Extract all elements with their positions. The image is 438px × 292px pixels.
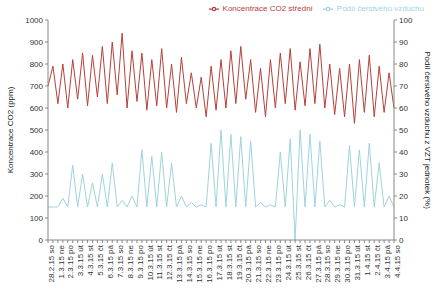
svg-text:100: 100 — [399, 16, 413, 25]
svg-text:20: 20 — [399, 192, 408, 201]
svg-text:600: 600 — [30, 104, 44, 113]
svg-text:22.3.15 ne: 22.3.15 ne — [264, 244, 273, 282]
svg-text:31.3.15 út: 31.3.15 út — [353, 244, 362, 280]
svg-text:27.3.15 pá: 27.3.15 pá — [314, 244, 323, 282]
svg-text:500: 500 — [30, 126, 44, 135]
svg-text:60: 60 — [399, 104, 408, 113]
svg-text:15.3.15 ne: 15.3.15 ne — [195, 244, 204, 282]
svg-text:Podíl čerstvého vzduchu z VZT: Podíl čerstvého vzduchu z VZT jednotek (… — [423, 51, 430, 209]
svg-text:Koncentrace CO2 (ppm): Koncentrace CO2 (ppm) — [8, 86, 15, 173]
svg-text:10: 10 — [399, 214, 408, 223]
svg-text:28.2.15 so: 28.2.15 so — [47, 244, 56, 282]
svg-text:800: 800 — [30, 60, 44, 69]
svg-text:14.3.15 so: 14.3.15 so — [185, 244, 194, 282]
svg-text:80: 80 — [399, 60, 408, 69]
svg-text:3.4.15 pá: 3.4.15 pá — [383, 244, 392, 278]
svg-text:24.3.15 út: 24.3.15 út — [284, 244, 293, 280]
svg-text:23.3.15 po: 23.3.15 po — [274, 244, 283, 282]
svg-text:900: 900 — [30, 38, 44, 47]
svg-text:0: 0 — [39, 236, 44, 245]
svg-text:30: 30 — [399, 170, 408, 179]
svg-text:7.3.15 so: 7.3.15 so — [116, 244, 125, 277]
svg-text:30.3.15 po: 30.3.15 po — [343, 244, 352, 282]
svg-text:2.4.15 čt: 2.4.15 čt — [373, 244, 382, 275]
svg-text:100: 100 — [30, 214, 44, 223]
svg-text:9.3.15 po: 9.3.15 po — [136, 244, 145, 278]
svg-text:11.3.15 st: 11.3.15 st — [155, 244, 164, 279]
svg-text:21.3.15 so: 21.3.15 so — [254, 244, 263, 282]
html-text:Koncentrace CO2 střední: Koncentrace CO2 střední — [222, 4, 313, 14]
svg-text:2.3.15 po: 2.3.15 po — [66, 244, 75, 278]
html-text:Podíl čerstvého vzduchu: Podíl čerstvého vzduchu — [336, 4, 424, 14]
svg-text:13.3.15 pá: 13.3.15 pá — [175, 244, 184, 282]
svg-text:700: 700 — [30, 82, 44, 91]
svg-text:1.4.15 st: 1.4.15 st — [363, 244, 372, 275]
svg-text:18.3.15 st: 18.3.15 st — [225, 244, 234, 280]
svg-text:0: 0 — [399, 236, 404, 245]
svg-text:400: 400 — [30, 148, 44, 157]
svg-text:4.4.15 so: 4.4.15 so — [393, 244, 402, 277]
svg-text:5.3.15 čt: 5.3.15 čt — [96, 244, 105, 275]
svg-text:29.3.15 ne: 29.3.15 ne — [333, 244, 342, 282]
svg-text:1000: 1000 — [25, 16, 43, 25]
svg-text:17.3.15 út: 17.3.15 út — [215, 244, 224, 280]
svg-text:3.3.15 út: 3.3.15 út — [76, 244, 85, 276]
svg-text:4.3.15 st: 4.3.15 st — [86, 244, 95, 275]
svg-text:70: 70 — [399, 82, 408, 91]
svg-text:200: 200 — [30, 192, 44, 201]
svg-text:90: 90 — [399, 38, 408, 47]
svg-text:300: 300 — [30, 170, 44, 179]
svg-text:19.3.15 čt: 19.3.15 čt — [235, 244, 244, 280]
svg-text:16.3.15 po: 16.3.15 po — [205, 244, 214, 282]
svg-text:12.3.15 čt: 12.3.15 čt — [165, 244, 174, 280]
svg-text:8.3.15 ne: 8.3.15 ne — [126, 244, 135, 278]
svg-text:26.3.15 čt: 26.3.15 čt — [304, 244, 313, 280]
svg-text:40: 40 — [399, 148, 408, 157]
svg-text:25.3.15 st: 25.3.15 st — [294, 244, 303, 280]
svg-text:1.3.15 ne: 1.3.15 ne — [57, 244, 66, 278]
svg-text:10.3.15 út: 10.3.15 út — [146, 244, 155, 280]
svg-text:6.3.15 pá: 6.3.15 pá — [106, 244, 115, 278]
svg-text:20.3.15 pá: 20.3.15 pá — [244, 244, 253, 282]
svg-text:50: 50 — [399, 126, 408, 135]
svg-text:28.3.15 so: 28.3.15 so — [323, 244, 332, 282]
